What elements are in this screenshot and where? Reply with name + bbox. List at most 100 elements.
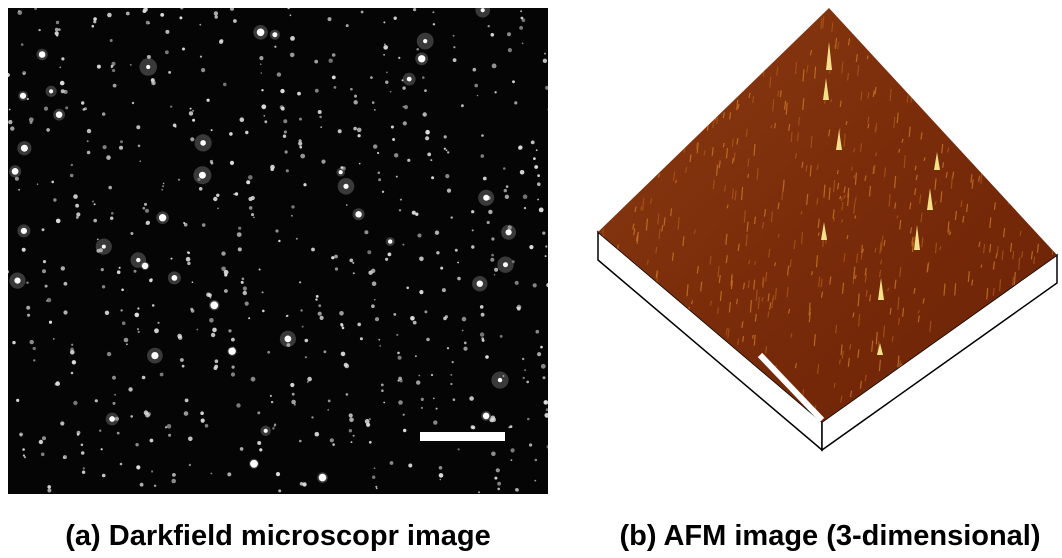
afm-streak	[1026, 325, 1027, 330]
spot	[160, 13, 164, 17]
spot	[145, 209, 149, 213]
spot	[233, 19, 237, 23]
spot	[201, 419, 205, 423]
spot	[432, 11, 434, 13]
afm-streak	[988, 169, 989, 174]
spot	[209, 318, 214, 323]
spot	[224, 289, 228, 293]
spot	[371, 269, 375, 273]
caption: (b) AFM image (3-dimensional)	[619, 520, 1040, 552]
spot	[19, 432, 23, 436]
afm-streak	[681, 64, 682, 75]
afm-streak	[621, 361, 622, 366]
spot	[353, 127, 357, 131]
spot	[107, 13, 112, 18]
spot	[73, 401, 77, 405]
spot	[243, 291, 247, 295]
afm-streak	[599, 176, 600, 187]
spot	[372, 476, 375, 479]
afm-streak	[977, 4, 978, 11]
spot	[342, 327, 345, 330]
spot	[108, 186, 112, 190]
bright-spot	[481, 8, 485, 12]
spot	[474, 84, 478, 88]
spot	[41, 453, 45, 457]
spot	[42, 228, 45, 231]
afm-streak	[1007, 365, 1008, 370]
spot	[388, 253, 392, 257]
afm-streak	[985, 411, 986, 423]
spot	[61, 266, 65, 270]
spot	[440, 479, 442, 481]
afm-streak	[702, 108, 703, 118]
spot	[215, 15, 218, 18]
spot	[555, 147, 558, 150]
spot	[587, 89, 591, 93]
afm-streak	[607, 399, 608, 407]
afm-streak	[981, 367, 982, 378]
spot	[536, 330, 540, 334]
spot	[375, 486, 377, 488]
spot	[431, 176, 434, 179]
afm-streak	[1030, 136, 1031, 143]
spot	[64, 90, 68, 94]
darkfield-image	[8, 8, 548, 494]
spot	[346, 24, 349, 27]
spot	[143, 207, 146, 210]
spot	[111, 65, 114, 68]
afm-streak	[635, 367, 636, 376]
afm-streak	[850, 2, 851, 8]
spot	[407, 159, 410, 162]
afm-streak	[631, 367, 632, 376]
spot	[101, 449, 103, 451]
spot	[287, 7, 289, 9]
spot	[219, 40, 223, 44]
afm-streak	[610, 41, 611, 49]
afm-streak	[612, 336, 613, 344]
spot	[510, 448, 514, 452]
spot	[555, 21, 557, 23]
spot	[349, 259, 353, 263]
spot	[384, 44, 386, 46]
spot	[152, 82, 154, 84]
afm-streak	[783, 26, 784, 37]
afm-streak	[931, 73, 932, 85]
afm-streak	[1017, 83, 1018, 87]
spot	[165, 30, 169, 34]
spot	[76, 216, 79, 219]
spot	[251, 213, 254, 216]
afm-streak	[984, 24, 985, 36]
spot	[572, 159, 574, 161]
spot	[537, 199, 539, 201]
afm-streak	[737, 63, 738, 66]
afm-streak	[1009, 350, 1010, 358]
spot	[113, 402, 116, 405]
spot	[33, 359, 35, 361]
spot	[46, 128, 50, 132]
afm-streak	[705, 32, 706, 44]
spot	[171, 479, 176, 484]
spot	[316, 295, 319, 298]
spot	[157, 322, 159, 324]
afm-streak	[669, 331, 670, 340]
afm-streak	[658, 27, 659, 39]
spot	[374, 299, 376, 301]
spot	[307, 377, 312, 382]
afm-streak	[648, 319, 649, 330]
spot	[284, 130, 287, 133]
spot	[214, 11, 218, 15]
spot	[576, 378, 579, 381]
spot	[353, 272, 355, 274]
spot	[523, 377, 525, 379]
afm-streak	[999, 354, 1000, 361]
spot	[583, 469, 587, 473]
spot	[446, 149, 448, 151]
spot	[299, 139, 302, 142]
spot	[473, 68, 477, 72]
afm-streak	[979, 9, 980, 17]
afm-streak	[659, 123, 660, 135]
afm-streak	[601, 188, 602, 194]
afm-streak	[732, 5, 733, 15]
afm-streak	[619, 107, 620, 119]
bright-spot	[199, 172, 206, 179]
